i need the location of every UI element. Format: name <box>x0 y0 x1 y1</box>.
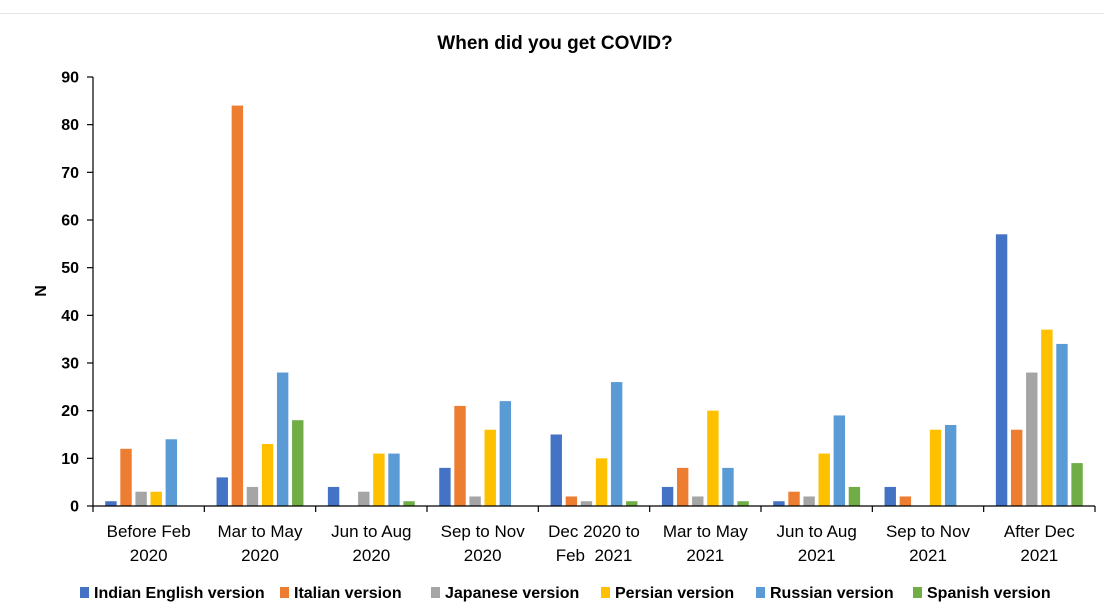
bar-italian-version-3 <box>454 405 466 506</box>
legend-swatch <box>431 587 440 598</box>
bar-russian-version-6 <box>833 415 846 506</box>
bar-italian-version-0 <box>120 448 132 506</box>
bar-japanese-version-6 <box>803 496 815 506</box>
bar-russian-version-8 <box>1056 343 1068 506</box>
legend-swatch <box>80 587 89 598</box>
bar-spanish-version-6 <box>848 486 861 506</box>
y-tick-label: 70 <box>61 165 79 182</box>
x-tick-label: Dec 2020 to <box>548 522 640 541</box>
y-axis-label: N <box>33 285 50 297</box>
y-tick-label: 40 <box>61 308 79 325</box>
legend-label: Russian version <box>770 585 894 602</box>
y-tick-label: 90 <box>61 70 79 87</box>
bar-italian-version-4 <box>565 496 578 506</box>
x-tick-label: After Dec <box>1004 522 1075 541</box>
x-tick-label: 2020 <box>464 546 502 565</box>
x-tick-label: Before Feb <box>107 522 191 541</box>
legend-label: Spanish version <box>927 585 1051 602</box>
bar-indian-english-version-0 <box>105 501 117 506</box>
x-tick-label: Jun to Aug <box>776 522 856 541</box>
bar-spanish-version-2 <box>403 501 415 506</box>
x-tick-label: Feb 2021 <box>556 546 633 565</box>
bar-persian-version-8 <box>1041 329 1053 506</box>
legend-label: Persian version <box>615 585 734 602</box>
bar-persian-version-0 <box>150 491 162 506</box>
bar-persian-version-5 <box>707 410 719 506</box>
bar-persian-version-7 <box>929 429 942 506</box>
y-tick-label: 50 <box>61 260 79 277</box>
y-tick-label: 60 <box>61 213 79 230</box>
bar-italian-version-7 <box>899 496 912 506</box>
bar-japanese-version-0 <box>135 491 147 506</box>
bar-persian-version-2 <box>373 453 385 506</box>
legend-swatch <box>280 587 289 598</box>
x-tick-label: Mar to May <box>217 522 303 541</box>
y-tick-label: 30 <box>61 356 79 373</box>
bar-japanese-version-2 <box>358 491 370 506</box>
x-tick-label: 2020 <box>241 546 279 565</box>
bar-spanish-version-4 <box>626 501 638 506</box>
bar-persian-version-1 <box>261 444 274 506</box>
x-tick-label: 2021 <box>909 546 947 565</box>
bar-indian-english-version-8 <box>995 234 1008 507</box>
bar-indian-english-version-6 <box>773 501 785 506</box>
legend-label: Japanese version <box>445 585 579 602</box>
legend: Indian English version Italian version Jap… <box>80 585 1051 602</box>
legend-swatch <box>601 587 610 598</box>
x-axis-ticks: Before Feb 2020 Mar to May 2020 Jun to Aug 20… <box>92 506 1096 565</box>
bar-spanish-version-8 <box>1071 463 1083 506</box>
x-tick-label: 2020 <box>352 546 390 565</box>
legend-swatch <box>756 587 765 598</box>
bar-spanish-version-1 <box>292 420 304 506</box>
bar-italian-version-8 <box>1010 429 1023 506</box>
bar-russian-version-3 <box>499 401 512 506</box>
bar-spanish-version-5 <box>737 501 749 506</box>
bar-japanese-version-8 <box>1026 372 1038 506</box>
axes-group <box>92 77 1095 507</box>
y-tick-label: 0 <box>70 499 79 516</box>
y-tick-label: 10 <box>61 451 79 468</box>
bar-indian-english-version-5 <box>661 486 674 506</box>
x-tick-label: Sep to Nov <box>886 522 971 541</box>
x-tick-label: Sep to Nov <box>441 522 526 541</box>
bar-russian-version-0 <box>165 439 178 506</box>
bar-indian-english-version-4 <box>550 434 562 506</box>
legend-label: Italian version <box>294 585 402 602</box>
chart-title: When did you get COVID? <box>437 33 672 54</box>
x-tick-label: 2021 <box>686 546 724 565</box>
bar-persian-version-4 <box>595 458 608 506</box>
bar-persian-version-3 <box>484 429 496 506</box>
bar-russian-version-1 <box>276 372 289 506</box>
bar-russian-version-7 <box>944 424 957 506</box>
y-tick-label: 20 <box>61 403 79 420</box>
bar-persian-version-6 <box>818 453 830 506</box>
bar-russian-version-2 <box>388 453 400 506</box>
bar-russian-version-5 <box>722 467 734 506</box>
bar-italian-version-6 <box>788 491 800 506</box>
bars-group <box>105 105 1083 507</box>
y-tick-label: 80 <box>61 117 79 134</box>
legend-swatch <box>913 587 922 598</box>
bar-japanese-version-3 <box>469 496 481 506</box>
legend-label: Indian English version <box>94 585 265 602</box>
bar-italian-version-1 <box>231 105 244 506</box>
bar-japanese-version-4 <box>580 501 593 506</box>
bar-indian-english-version-7 <box>884 486 896 506</box>
x-tick-label: Jun to Aug <box>331 522 411 541</box>
y-axis-ticks: 0 10 20 30 40 50 60 70 80 90 <box>61 70 93 516</box>
bar-russian-version-4 <box>610 382 623 506</box>
x-tick-label: 2020 <box>130 546 168 565</box>
bar-indian-english-version-1 <box>216 477 228 506</box>
bar-japanese-version-5 <box>692 496 704 506</box>
bar-italian-version-5 <box>676 467 689 506</box>
bar-japanese-version-1 <box>246 486 259 506</box>
top-divider <box>0 13 1104 14</box>
x-tick-label: Mar to May <box>663 522 749 541</box>
bar-indian-english-version-3 <box>439 467 451 506</box>
x-tick-label: 2021 <box>1020 546 1058 565</box>
bar-indian-english-version-2 <box>327 486 340 506</box>
x-tick-label: 2021 <box>798 546 836 565</box>
